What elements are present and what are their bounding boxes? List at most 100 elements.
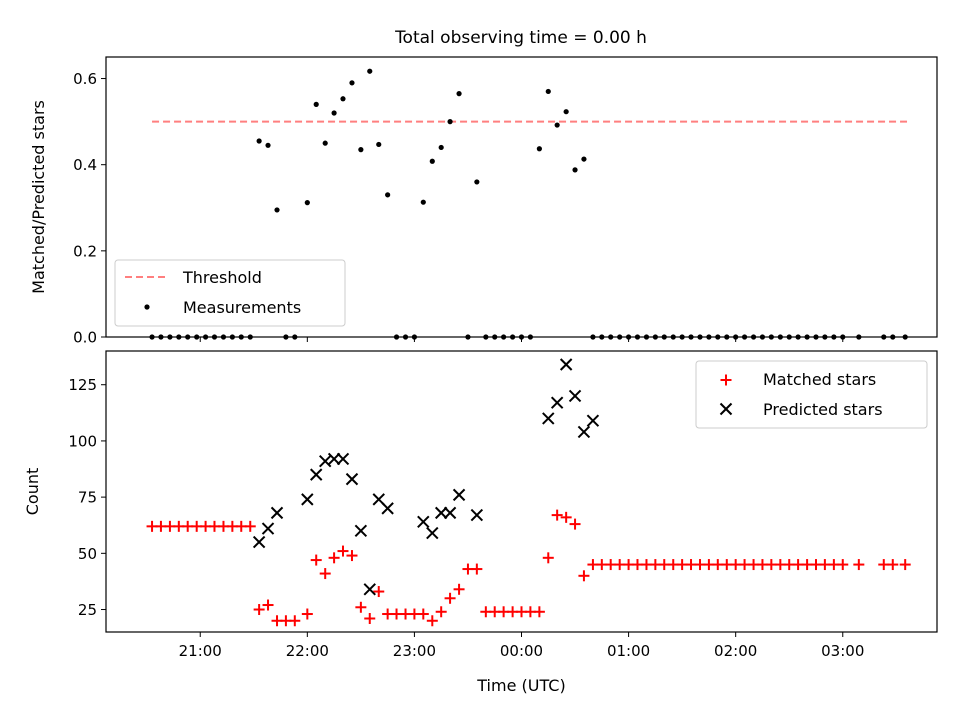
measurement-point [786, 334, 792, 340]
predicted-point [252, 535, 266, 549]
matched-point [310, 554, 322, 566]
measurement-point [429, 158, 435, 164]
bottom-panel-xtick-label: 23:00 [393, 642, 436, 660]
measurement-point [420, 199, 426, 205]
measurement-point [283, 334, 289, 340]
measurement-point [194, 334, 200, 340]
measurement-point [890, 334, 896, 340]
measurement-point [652, 334, 658, 340]
predicted-point [559, 358, 573, 371]
legend-matched-label: Matched stars [763, 370, 876, 389]
measurement-point [688, 334, 694, 340]
measurement-point [706, 334, 712, 340]
predicted-point [310, 468, 323, 481]
measurement-point [599, 334, 605, 340]
measurement-point [902, 334, 908, 340]
measurement-point [617, 334, 623, 340]
matched-point [262, 599, 274, 611]
bottom-panel-xtick-label: 03:00 [821, 642, 864, 660]
top-panel-ytick-label: 0.0 [73, 329, 97, 347]
measurement-point [247, 334, 253, 340]
measurement-point [376, 141, 382, 148]
top-panel-ytick-label: 0.2 [73, 242, 97, 260]
matched-point [417, 608, 429, 620]
measurement-point [265, 142, 271, 148]
predicted-point [381, 502, 394, 515]
measurement-point [483, 334, 489, 340]
chart-title: Total observing time = 0.00 h [394, 28, 647, 48]
bottom-legend: Matched stars Predicted stars [695, 360, 928, 429]
matched-point [373, 586, 385, 598]
measurement-point [185, 334, 191, 340]
predicted-point [470, 508, 484, 522]
measurement-point [447, 119, 453, 125]
predicted-point [426, 526, 439, 540]
measurement-point [393, 334, 400, 340]
measurement-point [176, 334, 182, 340]
matched-point [533, 606, 545, 618]
measurement-point [643, 334, 650, 340]
measurement-point [158, 334, 164, 340]
measurement-point [795, 334, 801, 340]
measurement-point [510, 334, 516, 340]
measurement-point [670, 334, 676, 340]
top-panel-ratio: 0.0 0.2 0.4 0.6 Matched/Predicted stars Thres… [29, 56, 938, 347]
bottom-panel-xtick-label: 00:00 [500, 642, 543, 660]
bottom-panel-xtick-label: 02:00 [714, 642, 757, 660]
measurement-point [554, 122, 560, 128]
measurement-point [340, 96, 346, 102]
legend-threshold-label: Threshold [182, 268, 262, 287]
measurement-point [358, 147, 364, 153]
measurement-point [167, 334, 173, 340]
measurement-point [715, 334, 721, 340]
measurement-point [881, 334, 887, 340]
measurement-point [777, 334, 783, 340]
top-legend-box [114, 259, 346, 327]
measurement-point [661, 334, 667, 340]
measurement-point [545, 88, 551, 95]
measurement-point [759, 334, 766, 340]
measurement-point [563, 109, 569, 115]
measurement-point [804, 334, 810, 340]
bottom-ylabel: Count [23, 468, 42, 516]
matched-point [542, 552, 554, 564]
predicted-point [261, 522, 275, 535]
matched-point [346, 550, 358, 562]
measurement-point [474, 179, 480, 185]
measurement-point [518, 334, 525, 340]
top-panel-ytick-label: 0.6 [73, 70, 97, 88]
measurement-point [411, 334, 418, 340]
measurement-point [220, 334, 227, 340]
measurement-point [211, 334, 218, 340]
matched-point [337, 545, 349, 557]
measurement-point [831, 334, 837, 340]
matched-point [471, 563, 483, 575]
predicted-point [434, 506, 448, 520]
measurement-point [856, 334, 862, 340]
measurement-point [536, 146, 542, 152]
measurement-point [331, 110, 337, 116]
legend-predicted-label: Predicted stars [763, 400, 883, 419]
matched-point [328, 552, 340, 564]
measurement-point [733, 334, 739, 340]
predicted-point [336, 452, 350, 466]
measurement-point [238, 334, 244, 340]
measurement-point [304, 200, 310, 206]
matched-point [560, 511, 572, 523]
predicted-point [301, 493, 314, 506]
legend-matched-swatch [720, 374, 732, 386]
matched-point [444, 592, 456, 604]
measurement-point [465, 334, 471, 340]
measurement-point [697, 334, 703, 340]
measurement-point [750, 334, 757, 340]
matched-point [289, 615, 301, 627]
bottom-panel-xtick-label: 22:00 [286, 642, 329, 660]
matched-point [244, 520, 256, 532]
measurement-point [608, 334, 614, 340]
predicted-point [550, 396, 564, 409]
legend-measurements-label: Measurements [183, 298, 301, 317]
matched-point [853, 559, 865, 571]
measurement-point [229, 334, 235, 340]
measurement-point [292, 334, 298, 340]
